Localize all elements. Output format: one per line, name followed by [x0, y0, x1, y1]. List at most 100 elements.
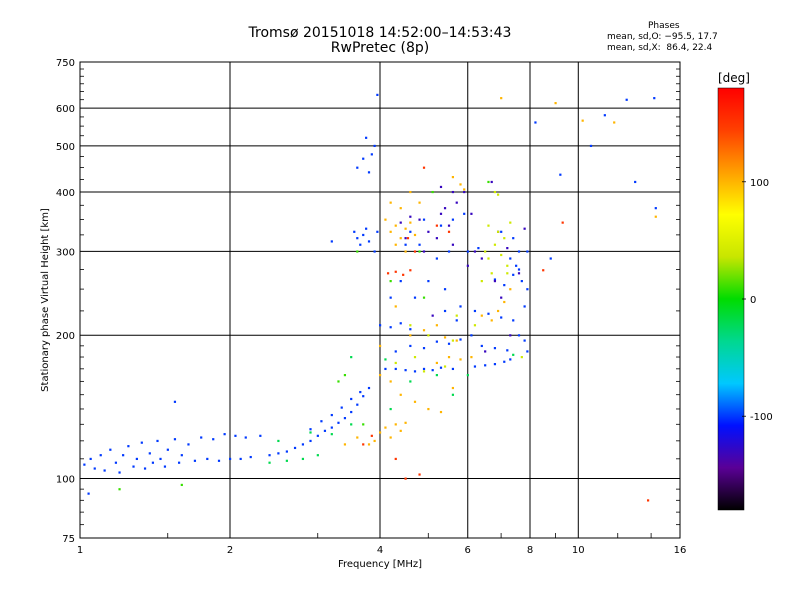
data-point	[466, 264, 469, 267]
data-point	[177, 461, 181, 464]
data-point	[431, 314, 434, 317]
data-point	[451, 243, 455, 246]
data-point	[443, 288, 447, 291]
data-point	[406, 237, 410, 240]
data-point	[484, 350, 487, 353]
data-point	[367, 240, 371, 243]
data-point	[399, 237, 402, 240]
data-point	[509, 288, 512, 291]
data-point	[389, 326, 392, 329]
data-point	[480, 257, 483, 260]
data-point	[443, 207, 447, 210]
data-point	[625, 98, 628, 101]
data-point	[459, 338, 462, 341]
data-point	[634, 180, 637, 184]
data-point	[350, 410, 353, 414]
data-point	[394, 367, 397, 371]
data-point	[394, 361, 397, 365]
data-point	[422, 329, 426, 332]
data-point	[301, 457, 305, 461]
colorbar-label: [deg]	[718, 71, 750, 85]
data-point	[389, 201, 392, 204]
data-point	[515, 264, 518, 267]
data-point	[422, 250, 426, 253]
data-point	[418, 218, 421, 221]
data-point	[409, 380, 412, 383]
data-point	[512, 273, 515, 276]
data-point	[404, 477, 407, 480]
data-point	[451, 175, 455, 179]
data-point	[89, 457, 92, 461]
data-point	[503, 360, 506, 363]
data-point	[394, 224, 397, 227]
data-point	[87, 492, 90, 495]
data-point	[509, 358, 512, 361]
x-tick-label: 6	[465, 545, 471, 556]
data-point	[239, 457, 242, 461]
grid	[80, 62, 680, 538]
data-point	[654, 215, 657, 218]
data-point	[193, 459, 197, 462]
data-point	[526, 350, 529, 353]
data-point	[277, 452, 280, 455]
data-point	[463, 190, 466, 194]
data-point	[379, 374, 382, 377]
data-point	[427, 230, 430, 233]
data-point	[362, 233, 365, 237]
data-point	[212, 438, 215, 441]
data-point	[409, 221, 412, 224]
data-point	[330, 240, 333, 243]
data-point	[463, 188, 466, 191]
data-point	[517, 272, 521, 275]
data-point	[466, 374, 469, 377]
data-point	[132, 465, 135, 468]
data-point	[523, 339, 526, 342]
data-point	[451, 393, 455, 396]
colorbar-ticks: 100 0 -100	[742, 178, 773, 423]
data-point	[103, 469, 106, 472]
data-point	[394, 305, 397, 308]
data-point	[520, 356, 523, 359]
data-point	[470, 334, 473, 337]
data-point	[487, 312, 490, 315]
data-point	[330, 433, 333, 436]
data-point	[451, 386, 455, 390]
y-ticks: 75 100 200 300 400 500 600 750	[56, 58, 680, 545]
y-tick-label: 100	[56, 475, 75, 486]
data-point	[118, 471, 121, 474]
data-point	[389, 407, 392, 411]
data-point	[399, 221, 402, 224]
data-point	[350, 397, 353, 401]
data-point	[353, 230, 356, 233]
data-point	[500, 253, 503, 257]
data-point	[156, 439, 159, 443]
data-point	[389, 436, 392, 439]
data-point	[379, 344, 382, 348]
data-point	[379, 324, 382, 327]
data-point	[470, 212, 473, 215]
data-point	[439, 366, 443, 369]
data-point	[376, 93, 379, 96]
data-point	[413, 400, 417, 403]
data-point	[418, 473, 421, 476]
data-point	[200, 436, 203, 439]
data-point	[443, 365, 447, 368]
data-point	[173, 400, 177, 403]
data-point	[418, 201, 421, 204]
data-point	[356, 250, 359, 253]
data-point	[83, 463, 86, 466]
data-point	[422, 166, 426, 169]
data-point	[463, 212, 466, 215]
data-point	[285, 459, 288, 462]
data-point	[653, 97, 656, 100]
data-point	[362, 157, 365, 160]
data-point	[180, 483, 183, 487]
data-point	[439, 410, 443, 414]
data-point	[490, 272, 493, 275]
data-point	[114, 461, 118, 464]
data-point	[500, 230, 503, 233]
data-point	[309, 439, 312, 443]
data-point	[447, 250, 451, 253]
data-point	[487, 180, 490, 184]
